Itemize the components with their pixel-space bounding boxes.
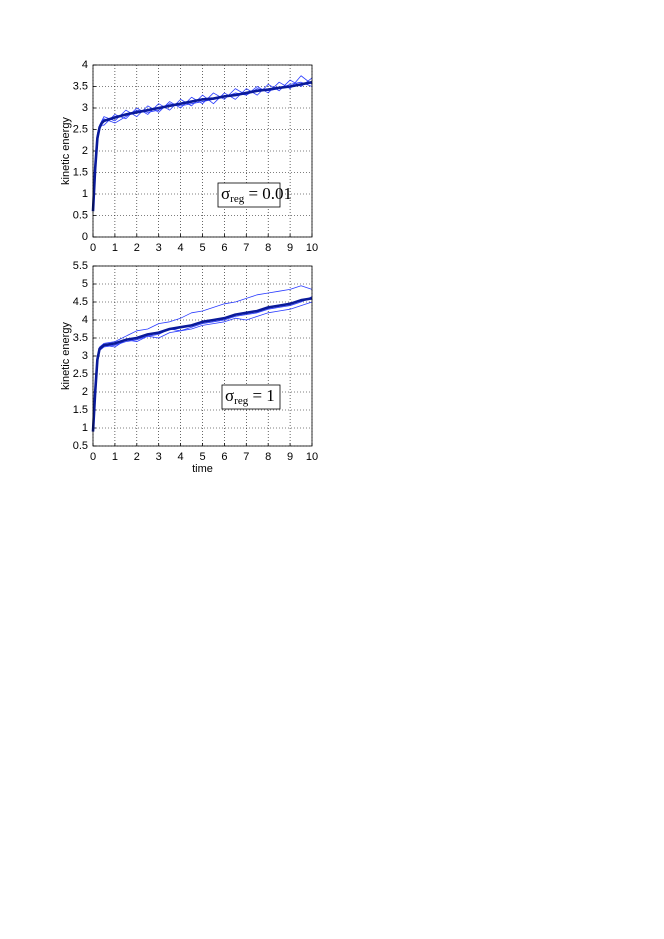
annotation-value: = 0.01 <box>244 184 292 203</box>
series-line <box>91 297 313 432</box>
x-tick-label: 5 <box>199 242 205 254</box>
x-tick-label: 1 <box>112 242 118 254</box>
x-tick-label: 10 <box>306 451 318 463</box>
x-tick-label: 2 <box>134 242 140 254</box>
y-tick-label: 0 <box>82 231 88 243</box>
x-tick-label: 5 <box>199 451 205 463</box>
y-tick-label: 3.5 <box>73 332 88 344</box>
y-tick-label: 2 <box>82 386 88 398</box>
x-tick-label: 3 <box>156 451 162 463</box>
y-tick-label: 2.5 <box>73 368 88 380</box>
y-tick-label: 3 <box>82 102 88 114</box>
annotation-box <box>221 384 281 410</box>
x-tick-label: 8 <box>265 242 271 254</box>
y-tick-label: 1 <box>82 188 88 200</box>
y-tick-label: 0.5 <box>73 440 88 452</box>
series-line <box>92 296 313 432</box>
y-tick-label: 2 <box>82 145 88 157</box>
x-axis-label: time <box>192 463 213 475</box>
annotation-symbol: σ <box>221 184 230 203</box>
x-tick-label: 6 <box>221 451 227 463</box>
x-tick-label: 4 <box>178 451 184 463</box>
x-tick-label: 3 <box>156 242 162 254</box>
x-tick-label: 7 <box>243 451 249 463</box>
annotation: σreg = 1 <box>225 386 275 407</box>
x-tick-label: 8 <box>265 451 271 463</box>
annotation-box <box>217 182 281 208</box>
x-tick-label: 9 <box>287 451 293 463</box>
x-tick-label: 2 <box>134 451 140 463</box>
y-tick-label: 1.5 <box>73 166 88 178</box>
x-tick-label: 4 <box>178 242 184 254</box>
annotation-symbol: σ <box>225 386 234 405</box>
x-tick-label: 1 <box>112 451 118 463</box>
x-tick-label: 7 <box>243 242 249 254</box>
series-line <box>92 285 313 432</box>
y-tick-label: 4.5 <box>73 296 88 308</box>
y-tick-label: 4 <box>82 314 88 326</box>
y-tick-label: 0.5 <box>73 209 88 221</box>
y-tick-label: 3.5 <box>73 80 88 92</box>
x-tick-label: 10 <box>306 242 318 254</box>
y-axis-label: kinetic energy <box>60 117 72 185</box>
y-axis-label: kinetic energy <box>60 322 72 390</box>
y-tick-label: 2.5 <box>73 123 88 135</box>
x-tick-label: 9 <box>287 242 293 254</box>
y-tick-label: 1.5 <box>73 404 88 416</box>
x-tick-label: 0 <box>90 451 96 463</box>
axes-frame <box>92 64 313 238</box>
x-tick-label: 6 <box>221 242 227 254</box>
annotation-subscript: reg <box>230 193 245 205</box>
annotation: σreg = 0.01 <box>221 184 292 205</box>
annotation-subscript: reg <box>234 395 249 407</box>
y-tick-label: 4 <box>82 59 88 71</box>
series-line <box>91 80 313 212</box>
y-tick-label: 1 <box>82 422 88 434</box>
y-tick-label: 5 <box>82 278 88 290</box>
x-tick-label: 0 <box>90 242 96 254</box>
annotation-value: = 1 <box>248 386 275 405</box>
axes-frame <box>92 265 313 447</box>
y-tick-label: 3 <box>82 350 88 362</box>
y-tick-label: 5.5 <box>73 260 88 272</box>
